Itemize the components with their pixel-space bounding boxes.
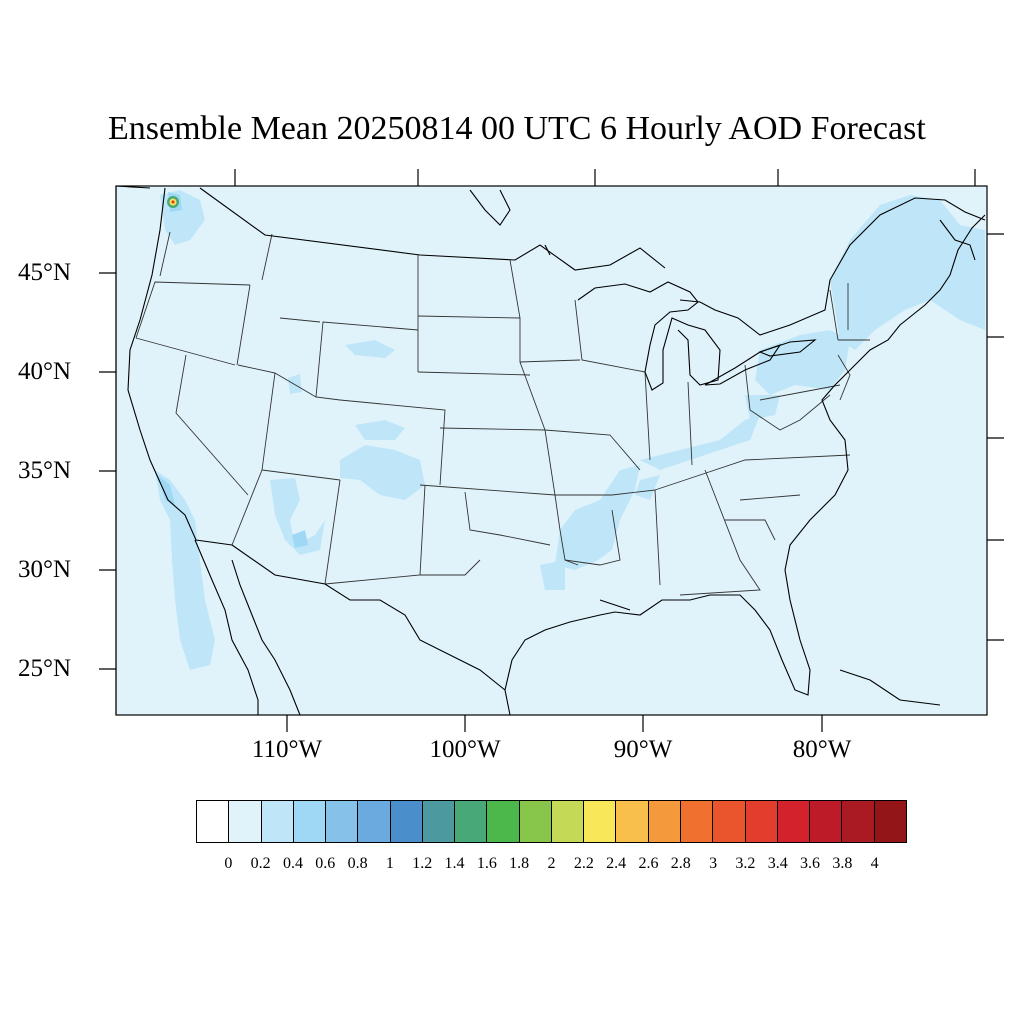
- colorbar-box: [422, 801, 456, 842]
- colorbar-box: [487, 801, 520, 842]
- colorbar-level-label: 3.4: [767, 855, 788, 872]
- colorbar-level-label: 1.8: [509, 855, 530, 872]
- colorbar-level-label: 1: [385, 855, 394, 872]
- colorbar-box: [293, 801, 327, 842]
- state-boundaries: [135, 231, 870, 596]
- colorbar-box: [261, 801, 294, 842]
- colorbar-box: [745, 801, 778, 842]
- colorbar-level-label: 0.4: [282, 855, 303, 872]
- aod-colorbar: [196, 800, 907, 843]
- colorbar-level-label: 3.2: [735, 855, 756, 872]
- lon-label-110w: 110°W: [251, 736, 323, 763]
- lat-label-25: 25°N: [18, 655, 72, 682]
- map-frame: [99, 169, 1004, 732]
- colorbar-level-label: 2.6: [638, 855, 659, 872]
- lat-label-45: 45°N: [18, 259, 72, 286]
- colorbar-level-label: 3.6: [800, 855, 821, 872]
- colorbar-box: [229, 801, 262, 842]
- colorbar-level-label: 1.4: [444, 855, 465, 872]
- colorbar-box: [648, 801, 681, 842]
- colorbar-level-label: 0: [224, 855, 233, 872]
- colorbar-box: [390, 801, 423, 842]
- colorbar-box: [874, 801, 906, 842]
- colorbar-box: [584, 801, 617, 842]
- colorbar-level-label: 0.2: [250, 855, 271, 872]
- colorbar-level-label: 4: [870, 855, 879, 872]
- colorbar-box: [713, 801, 746, 842]
- lon-label-90w: 90°W: [613, 736, 673, 763]
- colorbar-level-label: 3.8: [832, 855, 853, 872]
- colorbar-box: [810, 801, 843, 842]
- colorbar-level-label: 3: [709, 855, 718, 872]
- colorbar-box: [358, 801, 391, 842]
- colorbar-box: [326, 801, 359, 842]
- lat-label-30: 30°N: [18, 556, 72, 583]
- aod-elevated-regions: [155, 190, 985, 670]
- map-title: Ensemble Mean 20250814 00 UTC 6 Hourly A…: [108, 110, 926, 147]
- colorbar-level-label: 2.4: [606, 855, 627, 872]
- colorbar-box: [777, 801, 811, 842]
- lon-label-80w: 80°W: [792, 736, 852, 763]
- colorbar-level-label: 0.6: [315, 855, 336, 872]
- colorbar-box: [551, 801, 585, 842]
- colorbar-level-label: 2.2: [573, 855, 594, 872]
- colorbar-level-label: 0.8: [347, 855, 368, 872]
- lon-label-100w: 100°W: [429, 736, 501, 763]
- colorbar-box: [519, 801, 552, 842]
- colorbar-level-label: 2.8: [670, 855, 691, 872]
- colorbar-box: [616, 801, 649, 842]
- colorbar-level-label: 1.2: [412, 855, 433, 872]
- lat-label-35: 35°N: [18, 457, 72, 484]
- colorbar-box: [842, 801, 875, 842]
- colorbar-box: [197, 801, 230, 842]
- colorbar-level-label: 2: [547, 855, 556, 872]
- aod-smoke-hotspot: [167, 196, 179, 208]
- lat-label-40: 40°N: [18, 358, 72, 385]
- colorbar-box: [680, 801, 714, 842]
- colorbar-level-label: 1.6: [476, 855, 497, 872]
- colorbar-box: [455, 801, 488, 842]
